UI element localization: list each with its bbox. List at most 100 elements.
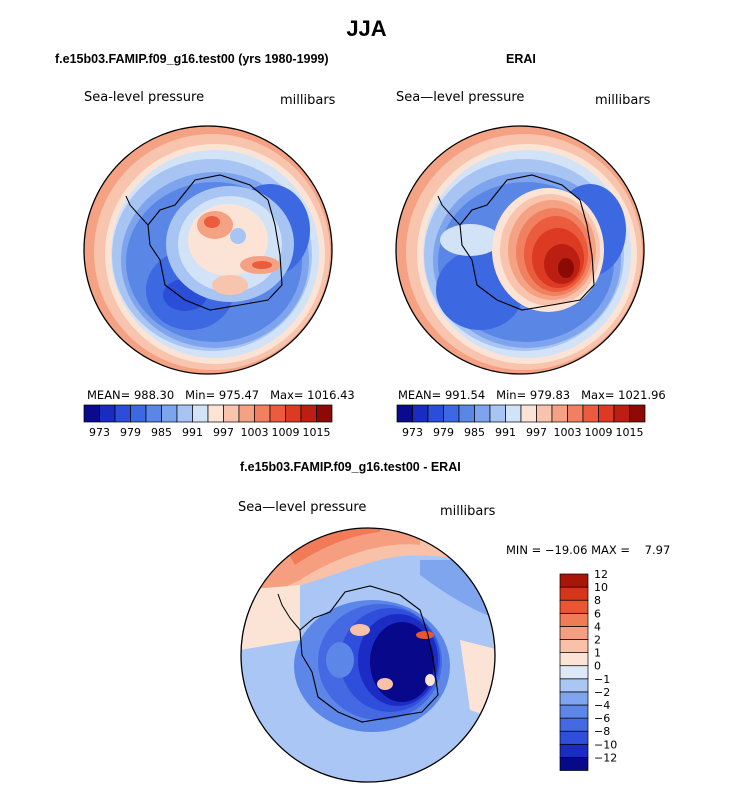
map-border-obs xyxy=(395,125,645,375)
antarctica-coastline-diff xyxy=(299,585,439,723)
colorbar-diff-tick-label: −8 xyxy=(594,725,610,738)
colorbar-model-swatch xyxy=(285,404,302,423)
colorbar-model-swatch xyxy=(300,404,317,423)
colorbar-obs-tick-label: 1015 xyxy=(616,426,644,439)
colorbar-diff-swatch xyxy=(559,757,589,771)
colorbar-obs-tick-label: 991 xyxy=(495,426,516,439)
panel-title-diff: f.e15b03.FAMIP.f09_g16.test00 - ERAI xyxy=(240,460,461,474)
peninsula-coast-obs xyxy=(437,195,461,226)
peninsula-coast-model xyxy=(125,195,149,226)
stats-model: MEAN= 988.30 Min= 975.47 Max= 1016.43 xyxy=(87,388,355,402)
colorbar-diff-swatch xyxy=(559,691,589,706)
colorbar-model-tick-label: 973 xyxy=(89,426,110,439)
stats-obs: MEAN= 991.54 Min= 979.83 Max= 1021.96 xyxy=(398,388,666,402)
colorbar-diff-swatch xyxy=(559,599,589,614)
colorbar-obs-swatch xyxy=(489,404,506,423)
colorbar-obs-swatch xyxy=(458,404,475,423)
colorbar-model-swatch xyxy=(99,404,116,423)
colorbar-obs-tick-label: 985 xyxy=(464,426,485,439)
colorbar-model-tick-label: 1003 xyxy=(241,426,269,439)
map-border-diff xyxy=(240,527,496,783)
colorbar-obs-swatch xyxy=(598,404,615,423)
peninsula-coast-diff xyxy=(277,593,301,631)
colorbar-obs-tick-label: 997 xyxy=(526,426,547,439)
colorbar-obs-swatch xyxy=(396,404,413,423)
colorbar-diff-swatch xyxy=(559,573,589,588)
colorbar-obs-swatch xyxy=(520,404,537,423)
variable-label-model: Sea-level pressure xyxy=(84,90,205,105)
colorbar-diff-tick-label: 10 xyxy=(594,581,608,594)
colorbar-diff-tick-label: −4 xyxy=(594,699,610,712)
variable-label-obs: Sea—level pressure xyxy=(396,90,525,105)
colorbar-obs-swatch xyxy=(536,404,553,423)
colorbar-model-swatch xyxy=(130,404,147,423)
colorbar-obs-swatch xyxy=(567,404,584,423)
colorbar-obs: 973 979 985 991 997 1003 1009 1015 xyxy=(396,404,646,439)
colorbar-diff-swatch xyxy=(559,665,589,680)
colorbar-model-swatch xyxy=(145,404,162,423)
colorbar-obs-tick-label: 973 xyxy=(402,426,423,439)
colorbar-obs-swatch xyxy=(613,404,630,423)
colorbar-diff-swatch xyxy=(559,743,589,758)
colorbar-model-tick-label: 991 xyxy=(182,426,203,439)
colorbar-diff-tick-label: 2 xyxy=(594,634,601,647)
colorbar-diff-tick-label: −1 xyxy=(594,673,610,686)
antarctica-coastline-obs xyxy=(459,174,595,311)
units-label-obs: millibars xyxy=(595,93,651,108)
colorbar-model-swatch xyxy=(316,404,333,423)
colorbar-model-tick-label: 985 xyxy=(151,426,172,439)
colorbar-model-swatch xyxy=(114,404,131,423)
colorbar-diff-swatch xyxy=(559,704,589,719)
colorbar-diff-swatch xyxy=(559,639,589,653)
map-border-model xyxy=(83,125,333,375)
colorbar-obs-tick-label: 979 xyxy=(433,426,454,439)
colorbar-diff-tick-label: 6 xyxy=(594,607,601,620)
colorbar-diff-tick-label: −12 xyxy=(594,751,617,764)
stats-diff: MIN = −19.06 MAX = 7.97 xyxy=(506,543,671,557)
polar-map-obs xyxy=(396,126,644,374)
colorbar-model-swatch xyxy=(238,404,255,423)
colorbar-obs-tick-label: 1009 xyxy=(585,426,613,439)
colorbar-diff-swatch xyxy=(559,717,589,732)
colorbar-model-tick-label: 1015 xyxy=(303,426,331,439)
colorbar-model-swatch xyxy=(223,404,240,423)
colorbar-diff-swatch xyxy=(559,626,589,640)
colorbar-diff-swatch xyxy=(559,586,589,601)
colorbar-obs-swatch xyxy=(629,404,646,423)
colorbar-diff-tick-label: 8 xyxy=(594,594,601,607)
colorbar-diff-tick-label: −6 xyxy=(594,712,610,725)
colorbar-model-tick-label: 979 xyxy=(120,426,141,439)
colorbar-model-swatch xyxy=(176,404,193,423)
colorbar-obs-swatch xyxy=(412,404,429,423)
colorbar-obs-swatch xyxy=(551,404,568,423)
variable-label-diff: Sea—level pressure xyxy=(238,500,367,515)
colorbar-model-swatch xyxy=(269,404,286,423)
units-label-diff: millibars xyxy=(440,504,496,519)
colorbar-diff-tick-label: −2 xyxy=(594,686,610,699)
colorbar-diff-swatch xyxy=(559,612,589,627)
colorbar-model-swatch xyxy=(83,404,100,423)
colorbar-obs-swatch xyxy=(505,404,522,423)
colorbar-model-swatch xyxy=(254,404,271,423)
panel-title-model: f.e15b03.FAMIP.f09_g16.test00 (yrs 1980-… xyxy=(55,52,329,66)
colorbar-model-swatch xyxy=(207,404,224,423)
polar-map-diff xyxy=(241,528,495,782)
page-title: JJA xyxy=(346,16,387,41)
colorbar-model-tick-label: 997 xyxy=(213,426,234,439)
colorbar-diff-swatch xyxy=(559,652,589,667)
antarctica-coastline-model xyxy=(147,174,283,311)
colorbar-diff-tick-label: 4 xyxy=(594,620,601,633)
colorbar-diff-swatch xyxy=(559,730,589,745)
colorbar-diff-tick-label: 12 xyxy=(594,568,608,581)
colorbar-model-tick-label: 1009 xyxy=(272,426,300,439)
colorbar-diff-swatch xyxy=(559,678,589,693)
colorbar-model-swatch xyxy=(161,404,178,423)
panel-title-obs: ERAI xyxy=(506,52,536,66)
colorbar-obs-swatch xyxy=(443,404,460,423)
colorbar-obs-swatch xyxy=(474,404,491,423)
colorbar-obs-swatch xyxy=(582,404,599,423)
colorbar-diff-tick-label: 0 xyxy=(594,660,601,673)
colorbar-model-swatch xyxy=(192,404,209,423)
